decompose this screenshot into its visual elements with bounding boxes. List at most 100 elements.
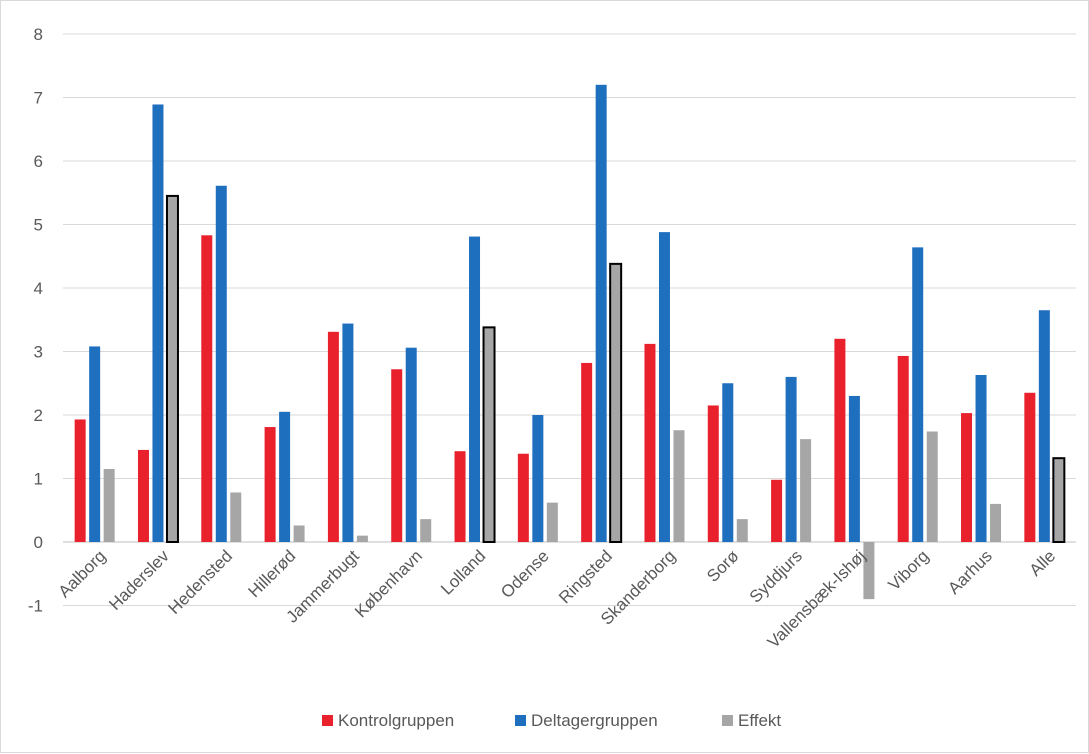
bar-effekt-viborg bbox=[926, 431, 938, 542]
x-category-label: Aarhus bbox=[944, 546, 996, 598]
category-group-aarhus bbox=[961, 374, 1002, 542]
category-group-soro bbox=[707, 383, 748, 542]
bar-deltagergruppen-jammerbugt bbox=[342, 323, 354, 542]
legend-swatch bbox=[722, 715, 733, 726]
legend-label: Kontrolgruppen bbox=[338, 711, 454, 730]
bar-effekt-soro bbox=[736, 519, 748, 542]
bar-deltagergruppen-soro bbox=[722, 383, 734, 542]
category-group-viborg bbox=[897, 247, 938, 543]
bar-deltagergruppen-ringsted bbox=[595, 84, 607, 543]
y-tick-label: 4 bbox=[34, 279, 43, 298]
bar-deltagergruppen-kobenhavn bbox=[405, 347, 417, 542]
category-group-jammerbugt bbox=[327, 323, 368, 542]
y-tick-label: 8 bbox=[34, 25, 43, 44]
legend: Kontrolgruppen Deltagergruppen Effekt bbox=[322, 711, 781, 730]
bar-deltagergruppen-odense bbox=[532, 415, 544, 542]
bar-effekt-syddjurs bbox=[800, 439, 812, 542]
legend-label: Deltagergruppen bbox=[531, 711, 658, 730]
category-group-aalborg bbox=[74, 346, 115, 542]
bar-effekt-hedensted bbox=[230, 492, 242, 542]
bar-kontrolgruppen-aarhus bbox=[961, 413, 973, 542]
category-group-skanderborg bbox=[644, 232, 685, 542]
y-tick-label: 0 bbox=[34, 533, 43, 552]
x-category-label: Sorø bbox=[703, 546, 742, 585]
x-category-label: Viborg bbox=[885, 546, 933, 594]
y-tick-label: 6 bbox=[34, 152, 43, 171]
legend-item-deltagergruppen: Deltagergruppen bbox=[515, 711, 658, 730]
bar-kontrolgruppen-vallensbaek-ishoj bbox=[834, 338, 846, 542]
x-category-label: Haderslev bbox=[105, 546, 173, 614]
legend-item-effekt: Effekt bbox=[722, 711, 781, 730]
category-group-vallensbaek-ishoj bbox=[834, 338, 875, 600]
bar-kontrolgruppen-viborg bbox=[897, 355, 909, 542]
x-category-label: Aalborg bbox=[55, 546, 110, 601]
bar-deltagergruppen-syddjurs bbox=[785, 376, 797, 542]
bar-deltagergruppen-hillerod bbox=[279, 411, 291, 542]
bar-deltagergruppen-viborg bbox=[912, 247, 924, 543]
bar-kontrolgruppen-hillerod bbox=[264, 427, 276, 542]
legend-swatch bbox=[515, 715, 526, 726]
y-tick-label: 3 bbox=[34, 343, 43, 362]
bar-kontrolgruppen-odense bbox=[517, 453, 529, 542]
bar-deltagergruppen-skanderborg bbox=[658, 232, 670, 542]
bar-effekt-skanderborg bbox=[673, 430, 685, 542]
x-category-label: København bbox=[351, 546, 426, 621]
bar-effekt-vallensbaek-ishoj bbox=[863, 542, 875, 600]
bar-effekt-ringsted bbox=[609, 262, 623, 543]
bar-kontrolgruppen-syddjurs bbox=[771, 479, 783, 542]
y-tick-label: -1 bbox=[28, 597, 43, 616]
legend-item-kontrolgruppen: Kontrolgruppen bbox=[322, 711, 454, 730]
category-group-kobenhavn bbox=[391, 347, 432, 542]
x-category-label: Ringsted bbox=[555, 546, 616, 607]
bar-kontrolgruppen-hedensted bbox=[201, 235, 213, 543]
grid-layer bbox=[63, 33, 1076, 606]
y-tick-label: 7 bbox=[34, 89, 43, 108]
category-group-haderslev bbox=[137, 104, 179, 544]
bar-effekt-aarhus bbox=[990, 503, 1002, 542]
bars-layer bbox=[74, 84, 1066, 600]
bar-kontrolgruppen-skanderborg bbox=[644, 343, 656, 542]
bar-effekt-odense bbox=[546, 502, 558, 542]
bar-deltagergruppen-vallensbaek-ishoj bbox=[848, 395, 860, 542]
category-group-hillerod bbox=[264, 411, 305, 542]
x-category-label: Syddjurs bbox=[746, 546, 806, 606]
category-group-lolland bbox=[454, 236, 496, 543]
bar-kontrolgruppen-alle bbox=[1024, 392, 1036, 542]
bar-effekt-hillerod bbox=[293, 525, 305, 542]
bar-kontrolgruppen-aalborg bbox=[74, 419, 86, 542]
category-group-alle bbox=[1024, 310, 1066, 543]
bar-kontrolgruppen-ringsted bbox=[581, 362, 593, 542]
y-tick-label: 2 bbox=[34, 406, 43, 425]
bar-effekt-kobenhavn bbox=[420, 519, 432, 542]
legend-swatch bbox=[322, 715, 333, 726]
x-category-label: Alle bbox=[1026, 546, 1059, 579]
bar-deltagergruppen-lolland bbox=[469, 236, 481, 542]
legend-label: Effekt bbox=[738, 711, 781, 730]
bar-effekt-aalborg bbox=[103, 468, 115, 542]
x-category-label: Hedensted bbox=[165, 546, 237, 618]
bar-deltagergruppen-hedensted bbox=[215, 185, 227, 542]
bar-kontrolgruppen-jammerbugt bbox=[327, 331, 339, 542]
bar-effekt-haderslev bbox=[165, 194, 179, 544]
category-group-hedensted bbox=[201, 185, 242, 543]
bar-deltagergruppen-aarhus bbox=[975, 374, 987, 542]
bar-kontrolgruppen-soro bbox=[707, 405, 719, 542]
y-tick-label: 1 bbox=[34, 470, 43, 489]
y-axis-tick-labels: -1 0 1 2 3 4 5 6 7 8 bbox=[28, 25, 43, 616]
bar-effekt-jammerbugt bbox=[356, 535, 368, 542]
bar-effekt-lolland bbox=[482, 326, 496, 543]
category-group-syddjurs bbox=[771, 376, 812, 542]
category-group-odense bbox=[517, 415, 558, 542]
bar-kontrolgruppen-lolland bbox=[454, 451, 466, 542]
bar-deltagergruppen-alle bbox=[1038, 310, 1050, 542]
x-category-label: Hillerød bbox=[245, 546, 300, 601]
y-tick-label: 5 bbox=[34, 216, 43, 235]
bar-deltagergruppen-haderslev bbox=[152, 104, 164, 543]
x-category-label: Lolland bbox=[437, 546, 489, 598]
bar-kontrolgruppen-kobenhavn bbox=[391, 369, 403, 542]
x-category-label: Odense bbox=[497, 546, 553, 602]
bar-deltagergruppen-aalborg bbox=[89, 346, 101, 542]
